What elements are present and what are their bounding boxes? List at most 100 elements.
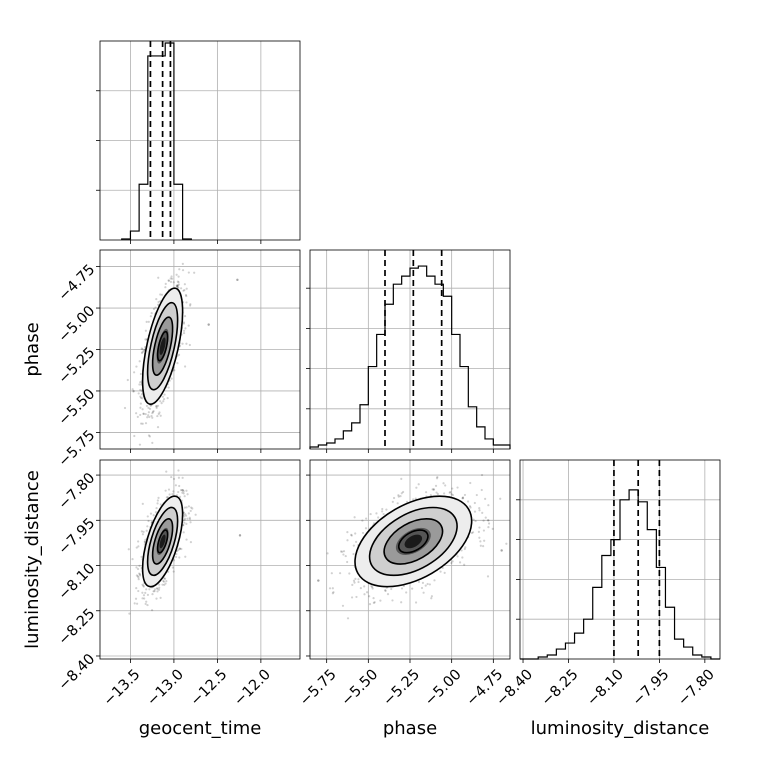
sample-point bbox=[153, 588, 157, 591]
sample-point bbox=[170, 275, 173, 278]
sample-point bbox=[140, 555, 143, 558]
sample-point bbox=[161, 583, 164, 586]
sample-point bbox=[346, 539, 349, 542]
contour-line bbox=[156, 529, 169, 554]
sample-point bbox=[139, 372, 142, 376]
sample-point bbox=[448, 491, 451, 494]
sample-point bbox=[156, 502, 159, 505]
contour-line bbox=[146, 301, 179, 391]
sample-point bbox=[426, 582, 429, 586]
sample-point bbox=[332, 591, 335, 594]
sample-point bbox=[146, 416, 149, 419]
sample-point bbox=[172, 559, 176, 562]
sample-point bbox=[442, 482, 445, 485]
sample-point bbox=[183, 283, 186, 286]
sample-point bbox=[397, 494, 400, 497]
sample-point bbox=[341, 604, 345, 607]
sample-point bbox=[386, 593, 390, 596]
sample-point bbox=[183, 329, 186, 332]
sample-point bbox=[141, 583, 144, 586]
sample-point bbox=[172, 281, 175, 284]
sample-point bbox=[483, 539, 486, 542]
sample-point bbox=[181, 269, 185, 272]
sample-point bbox=[330, 572, 333, 575]
sample-point bbox=[351, 583, 354, 587]
sample-point bbox=[189, 509, 192, 513]
sample-point bbox=[179, 495, 182, 498]
sample-point bbox=[500, 549, 503, 552]
sample-point bbox=[180, 547, 183, 551]
sample-point bbox=[181, 342, 184, 345]
sample-point bbox=[238, 534, 242, 537]
sample-point bbox=[133, 602, 136, 605]
sample-point bbox=[354, 532, 357, 535]
sample-point bbox=[499, 497, 502, 500]
sample-point bbox=[177, 275, 180, 278]
sample-point bbox=[400, 492, 403, 495]
sample-point bbox=[156, 414, 159, 418]
sample-point bbox=[361, 519, 364, 522]
sample-point bbox=[151, 593, 154, 596]
sample-point bbox=[161, 395, 165, 398]
sample-point bbox=[148, 435, 151, 438]
histogram-phase bbox=[309, 265, 511, 449]
sample-point bbox=[186, 517, 189, 520]
sample-point bbox=[164, 286, 167, 289]
sample-point bbox=[146, 593, 150, 597]
sample-point bbox=[326, 552, 329, 555]
sample-point bbox=[338, 572, 342, 575]
sample-point bbox=[157, 496, 160, 499]
sample-point bbox=[186, 493, 189, 496]
sample-point bbox=[193, 271, 196, 274]
sample-point bbox=[461, 497, 465, 500]
sample-point bbox=[317, 579, 320, 582]
sample-point bbox=[158, 586, 161, 589]
sample-point bbox=[136, 567, 140, 571]
sample-point bbox=[175, 273, 178, 276]
sample-point bbox=[190, 506, 193, 509]
sample-point bbox=[430, 597, 433, 600]
y-tick-label: −8.25 bbox=[56, 606, 99, 649]
sample-point bbox=[400, 477, 403, 480]
sample-point bbox=[478, 526, 481, 529]
sample-point bbox=[174, 484, 177, 487]
x-tick-label: −5.00 bbox=[422, 667, 465, 710]
sample-point bbox=[160, 402, 163, 405]
sample-point bbox=[184, 513, 187, 516]
sample-point bbox=[363, 593, 366, 596]
sample-point bbox=[145, 404, 149, 408]
sample-point bbox=[424, 491, 428, 494]
sample-point bbox=[185, 287, 188, 290]
sample-point bbox=[163, 577, 167, 580]
sample-point bbox=[379, 599, 382, 602]
sample-point bbox=[370, 585, 373, 588]
sample-point bbox=[169, 277, 172, 280]
sample-point bbox=[165, 496, 168, 499]
sample-point bbox=[156, 404, 160, 407]
sample-point bbox=[482, 545, 485, 548]
sample-point bbox=[178, 268, 181, 271]
y-tick-label: −5.50 bbox=[56, 386, 99, 429]
sample-point bbox=[451, 493, 455, 497]
sample-point bbox=[365, 591, 369, 594]
sample-point bbox=[135, 587, 138, 590]
x-axis-label-luminosity-distance: luminosity_distance bbox=[531, 718, 710, 739]
sample-point bbox=[167, 279, 170, 282]
sample-point bbox=[159, 293, 162, 296]
sample-point bbox=[391, 500, 394, 503]
sample-point bbox=[140, 347, 143, 350]
sample-point bbox=[473, 501, 476, 505]
sample-point bbox=[136, 415, 139, 418]
sample-point bbox=[187, 512, 190, 515]
sample-point bbox=[429, 493, 432, 497]
sample-point bbox=[145, 600, 148, 603]
contour-line bbox=[151, 517, 174, 565]
sample-point bbox=[176, 362, 179, 365]
y-tick-label: −7.80 bbox=[56, 470, 99, 513]
sample-point bbox=[142, 594, 146, 597]
sample-point bbox=[147, 406, 150, 409]
sample-point bbox=[381, 510, 384, 513]
sample-point bbox=[142, 584, 145, 587]
sample-point bbox=[450, 561, 453, 565]
sample-point bbox=[177, 548, 180, 552]
